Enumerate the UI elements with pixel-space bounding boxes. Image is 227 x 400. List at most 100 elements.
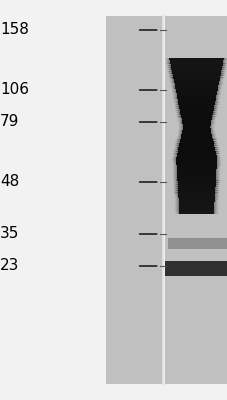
Bar	[166, 60, 172, 62]
Bar	[170, 69, 176, 72]
Bar	[176, 145, 182, 148]
Bar	[171, 95, 177, 97]
Bar	[172, 161, 178, 163]
Bar	[178, 144, 213, 146]
Bar	[174, 97, 179, 99]
Bar	[206, 138, 212, 140]
Bar	[178, 200, 214, 202]
Bar	[176, 153, 215, 156]
Bar	[168, 71, 173, 74]
Bar	[170, 83, 176, 85]
Bar	[175, 210, 180, 212]
Bar	[210, 174, 216, 177]
Bar	[181, 126, 187, 128]
Bar	[215, 85, 221, 87]
Bar	[210, 114, 215, 116]
Bar	[206, 112, 212, 114]
Bar	[212, 174, 218, 177]
Bar	[176, 142, 182, 144]
Bar	[209, 198, 215, 200]
Bar	[173, 100, 179, 103]
Bar	[179, 120, 185, 122]
Bar	[177, 149, 183, 152]
Bar	[174, 184, 180, 187]
Bar	[209, 178, 215, 181]
Bar	[167, 62, 172, 64]
Bar	[174, 102, 180, 105]
Bar	[172, 180, 178, 183]
Bar	[177, 100, 183, 103]
Bar	[170, 66, 176, 68]
Bar	[207, 114, 212, 116]
Bar	[214, 178, 220, 181]
Bar	[169, 60, 175, 62]
Bar	[205, 128, 211, 130]
Bar	[221, 60, 226, 62]
Bar	[175, 108, 181, 111]
Bar	[178, 192, 183, 194]
Bar	[165, 16, 227, 384]
Bar	[212, 87, 218, 89]
Bar	[213, 87, 219, 89]
Bar	[214, 163, 220, 165]
Bar	[207, 140, 212, 142]
Bar	[181, 134, 186, 136]
Bar	[164, 60, 170, 62]
Bar	[178, 128, 184, 130]
Bar	[176, 190, 182, 192]
Bar	[219, 58, 225, 60]
Bar	[177, 97, 182, 99]
Bar	[177, 184, 183, 187]
Bar	[175, 91, 181, 93]
Bar	[212, 208, 218, 210]
Bar	[211, 192, 217, 194]
Bar	[173, 83, 178, 85]
Bar	[211, 142, 216, 144]
Bar	[211, 114, 216, 116]
Bar	[206, 126, 212, 128]
Bar	[213, 188, 219, 191]
Bar	[211, 196, 217, 198]
Bar	[211, 100, 217, 103]
Bar	[177, 134, 183, 136]
Bar	[180, 122, 185, 124]
Bar	[172, 165, 178, 167]
Bar	[210, 180, 216, 183]
Bar	[210, 116, 216, 118]
Bar	[169, 79, 175, 81]
Bar	[213, 202, 218, 204]
Bar	[216, 66, 221, 68]
Bar	[208, 145, 214, 148]
Bar	[208, 200, 214, 202]
Bar	[211, 91, 216, 93]
Bar	[175, 91, 216, 93]
Bar	[209, 112, 215, 114]
Bar	[209, 186, 215, 189]
Bar	[176, 100, 182, 103]
Bar	[212, 95, 217, 97]
Bar	[173, 104, 179, 107]
Bar	[171, 83, 177, 85]
Bar	[210, 190, 215, 192]
Bar	[177, 144, 182, 146]
Bar	[171, 155, 177, 158]
Bar	[170, 89, 176, 91]
Bar	[173, 151, 179, 154]
Bar	[176, 171, 215, 173]
Bar	[209, 102, 215, 105]
Bar	[207, 132, 212, 134]
Bar	[212, 153, 218, 156]
Bar	[217, 60, 222, 62]
Bar	[210, 194, 216, 196]
Bar	[178, 210, 183, 212]
Bar	[176, 110, 182, 112]
Bar	[176, 138, 182, 140]
Bar	[220, 64, 225, 66]
Bar	[175, 95, 181, 97]
Bar	[176, 120, 182, 122]
Bar	[211, 112, 217, 114]
Bar	[170, 77, 175, 80]
Bar	[176, 116, 181, 118]
Bar	[180, 136, 186, 138]
Bar	[212, 210, 218, 212]
